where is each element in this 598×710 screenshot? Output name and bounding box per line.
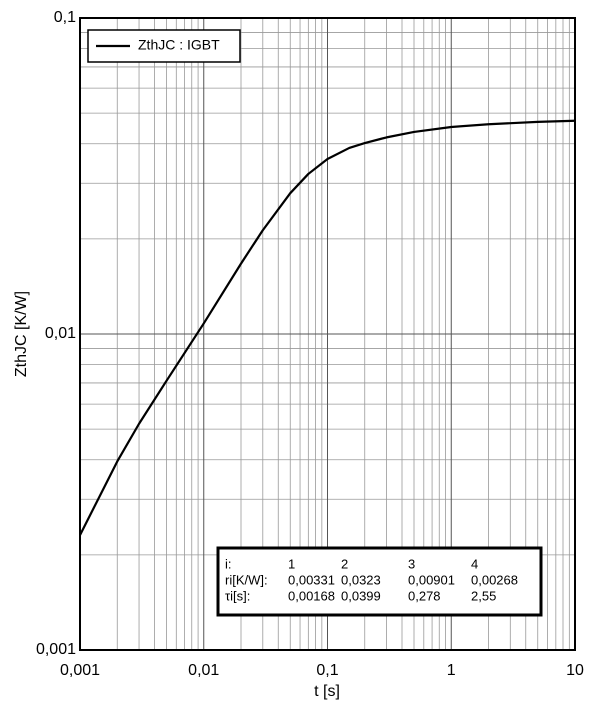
table-cell: 0,278: [408, 588, 441, 603]
table-cell: ri[K/W]:: [225, 572, 268, 587]
table-cell: 0,00901: [408, 572, 455, 587]
table-cell: 0,00268: [471, 572, 518, 587]
table-cell: 0,0399: [341, 588, 381, 603]
table-cell: 0,0323: [341, 572, 381, 587]
plot-frame: [79, 17, 576, 651]
table-cell: 2,55: [471, 588, 496, 603]
x-axis-label: t [s]: [314, 683, 340, 700]
table-cell: 3: [408, 556, 415, 571]
table-cell: i:: [225, 556, 232, 571]
table-box: [216, 546, 543, 617]
x-tick-label: 0,01: [188, 662, 219, 679]
table-cell: 0,00331: [288, 572, 335, 587]
y-tick-label: 0,01: [45, 325, 76, 342]
x-tick-label: 1: [447, 662, 456, 679]
table-cell: 4: [471, 556, 478, 571]
table-cell: τi[s]:: [225, 588, 250, 603]
table-cell: 0,00168: [288, 588, 335, 603]
table-cell: 1: [288, 556, 295, 571]
table-cell: 2: [341, 556, 348, 571]
y-axis-label: ZthJC [K/W]: [13, 291, 30, 377]
line-series: [79, 119, 576, 536]
x-tick-label: 0,1: [316, 662, 338, 679]
y-tick-label: 0,1: [54, 9, 76, 26]
x-tick-label: 10: [566, 662, 584, 679]
x-tick-label: 0,001: [60, 662, 100, 679]
legend-label: ZthJC : IGBT: [138, 37, 220, 53]
y-tick-label: 0,001: [36, 641, 76, 658]
